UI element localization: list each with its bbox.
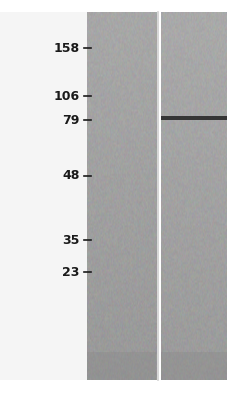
- Bar: [160, 116, 227, 120]
- Text: 106: 106: [53, 90, 79, 102]
- Text: 35: 35: [62, 234, 79, 246]
- Text: 158: 158: [53, 42, 79, 54]
- Text: 23: 23: [62, 266, 79, 278]
- Bar: [0, 12, 86, 380]
- Bar: [86, 352, 155, 380]
- Text: 48: 48: [62, 170, 79, 182]
- Bar: [160, 352, 227, 380]
- Text: 79: 79: [62, 114, 79, 126]
